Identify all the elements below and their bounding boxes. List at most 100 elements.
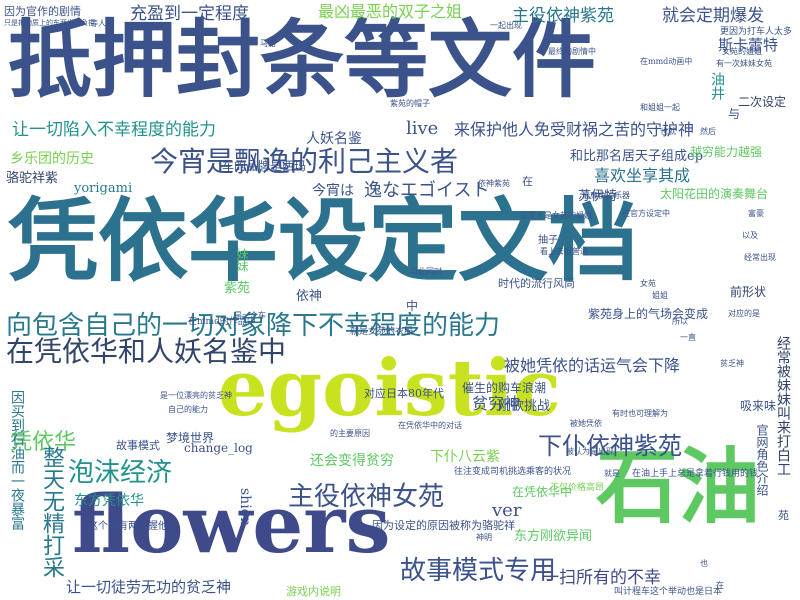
word-small-47: 叫计程车这个举动也是日本 xyxy=(614,587,723,597)
word-small-20: 逸なエゴイスト xyxy=(364,180,490,201)
word-tiny-39: 也 xyxy=(700,559,708,568)
word-tiny-29: 所以 xyxy=(672,317,688,326)
word-small-32: 刚欲挑战 xyxy=(498,399,551,414)
word-tiny-36: 女苑 xyxy=(640,279,656,288)
word-small-51: 不仅价格高昂 xyxy=(550,483,605,493)
word-vertical-1: 整天无精打采 xyxy=(39,446,64,578)
word-tiny-14: 对应的是 xyxy=(728,309,760,318)
word-small-49: 在mmd的作品中 xyxy=(188,317,256,327)
word-tiny-6: 最廉价的乐器 xyxy=(582,191,630,200)
word-small-11: 人妖名鉴 xyxy=(306,131,362,147)
word-tiny-35: 姐姐 xyxy=(652,291,668,300)
word-small-3: 一扫所有的不幸 xyxy=(542,568,661,588)
word-tiny-7: 有时也可理解为 xyxy=(612,409,668,418)
word-tiny-15: 一起出现 xyxy=(490,21,522,30)
word-tiny-11: 自己的能力 xyxy=(168,405,208,414)
word-small-43: 吸来味 xyxy=(740,399,777,413)
word-tiny-8: 在凭依华中的对话 xyxy=(398,421,462,430)
word-medium-8: 故事模式专用 xyxy=(400,556,557,586)
word-small-23: 紫苑 xyxy=(224,281,251,296)
word-small-22: 太阳花田的演奏舞台 xyxy=(660,187,769,201)
word-small-50: 就是女苑的衣服 xyxy=(350,327,414,337)
word-small-39: 在凭依华中 xyxy=(512,485,573,499)
word-small-37: change_log xyxy=(184,441,253,455)
word-small-19: 今宵は xyxy=(312,183,354,199)
word-small-7: 就会定期爆发 xyxy=(662,6,764,26)
word-tiny-13: 看上去很普通 xyxy=(540,247,588,256)
word-small-4: 充盈到一定程度 xyxy=(130,4,249,24)
word-small-31: 催生的购车浪潮 xyxy=(462,381,547,395)
word-medium-2: 在凭依华和人妖名鉴中 xyxy=(6,335,287,368)
word-small-2: 让一切徒劳无功的贫乏神 xyxy=(66,578,232,596)
word-medium-6: 主役依神女苑 xyxy=(288,482,445,512)
word-vertical-6: 经常被妹妹叫来打白工 xyxy=(775,336,791,476)
word-tiny-20: 神明 xyxy=(476,533,492,542)
word-small-24: 依神 xyxy=(296,289,323,304)
word-small-17: yorigami xyxy=(74,181,133,196)
word-tiny-18: 女苑的姐姐 xyxy=(722,47,762,56)
word-small-41: 因为设定的原因被称为骆驼祥 xyxy=(372,519,515,532)
word-small-57: 苑 xyxy=(778,509,789,522)
word-tiny-22: 在官方设定中 xyxy=(622,209,670,218)
word-tiny-9: 只是把物质上的东西当作负担 xyxy=(4,19,95,27)
word-tiny-38: 在 xyxy=(716,581,724,590)
word-small-8: 斯卡蕾特 xyxy=(718,36,779,54)
word-small-10: live xyxy=(406,118,439,139)
word-small-29: 被她凭依的话运气会下降 xyxy=(504,356,681,375)
word-small-26: 前形状 xyxy=(730,285,767,299)
word-small-14: 喜欢坐享其成 xyxy=(594,166,691,185)
word-tiny-28: 经常出现 xyxy=(744,253,776,262)
word-small-56: 抽子 xyxy=(538,235,558,246)
word-tiny-1: 等人 xyxy=(90,19,106,28)
word-small-44: 因为官作的剧情 xyxy=(4,5,81,18)
word-small-28: 贫穷神 xyxy=(472,394,521,413)
word-small-16: 骆驼祥紫 xyxy=(6,171,59,186)
word-tiny-27: 以及 xyxy=(742,231,758,240)
word-small-55: 在 xyxy=(522,175,533,188)
word-vertical-2: 油井 xyxy=(709,72,725,100)
word-tiny-23: 依神紫苑 xyxy=(478,179,510,188)
word-vertical-3: 妹妹 xyxy=(235,248,249,272)
word-tiny-17: 马路 xyxy=(260,39,276,48)
word-tiny-16: 紫苑的帽子 xyxy=(390,99,430,108)
word-small-54: 与 xyxy=(728,107,741,121)
word-tiny-30: 一直 xyxy=(680,333,696,342)
word-small-6: 主役依神紫苑 xyxy=(512,6,614,26)
word-small-45: 更因为打车人太多 xyxy=(720,27,793,37)
word-medium-5: 来保护他人免受财祸之苦的守护神 xyxy=(454,120,695,139)
word-small-40: 东方刚欲异闻 xyxy=(514,529,593,544)
word-tiny-21: 被认为是出现 xyxy=(566,447,614,456)
word-vertical-7: 因买到石油而一夜暴富 xyxy=(9,390,25,530)
word-medium-10: 凭依华 xyxy=(10,430,77,455)
word-tiny-25: 与此同时 xyxy=(410,267,442,276)
word-tiny-37: 就是 xyxy=(604,469,620,478)
word-small-35: 梦境世界 xyxy=(166,431,215,445)
word-tiny-2: 最终的剧情中 xyxy=(548,47,596,56)
word-tiny-10: 是一位漂亮的贫乏神 xyxy=(160,391,232,400)
word-large-5: 石油 xyxy=(596,439,761,535)
word-small-30: 对应日本80年代 xyxy=(364,387,444,400)
word-small-15: 乡乐团的历史 xyxy=(10,151,94,167)
word-small-27: 紫苑身上的气场会变成 xyxy=(588,307,709,321)
word-small-33: 还会变得贫穷 xyxy=(310,453,394,469)
word-medium-7: 下仆依神紫苑 xyxy=(538,432,682,460)
word-large-2: 凭依华设定文档 xyxy=(8,188,638,294)
word-tiny-34: 也就 xyxy=(660,127,676,136)
word-vertical-5: 官网角色介绍 xyxy=(755,424,769,496)
word-small-1: 东方凭依华 xyxy=(74,493,144,509)
word-small-42: 游戏内说明 xyxy=(286,585,341,598)
word-small-5: 最凶最恶的双子之姐 xyxy=(318,2,463,21)
word-tiny-33: 然后 xyxy=(700,127,716,136)
word-large-3: egoistic xyxy=(218,343,561,434)
word-small-34: 下仆八云紫 xyxy=(430,449,500,465)
word-small-36: 故事模式 xyxy=(116,439,160,452)
word-tiny-5: 设定上是女苑的姐姐 xyxy=(520,211,592,220)
word-small-13: 越穷能力越强 xyxy=(690,145,763,159)
word-small-18: 车的品牌是西玛 xyxy=(222,159,307,173)
word-tiny-32: 富豪 xyxy=(748,209,764,218)
word-small-25: 时代的流行风尚 xyxy=(498,277,575,290)
word-small-46: 这个车有两个握他 xyxy=(88,521,168,532)
word-small-52: 在油上手上总是拿着行钱用的钱 xyxy=(632,469,759,479)
word-small-9: 二次设定 xyxy=(738,95,787,109)
